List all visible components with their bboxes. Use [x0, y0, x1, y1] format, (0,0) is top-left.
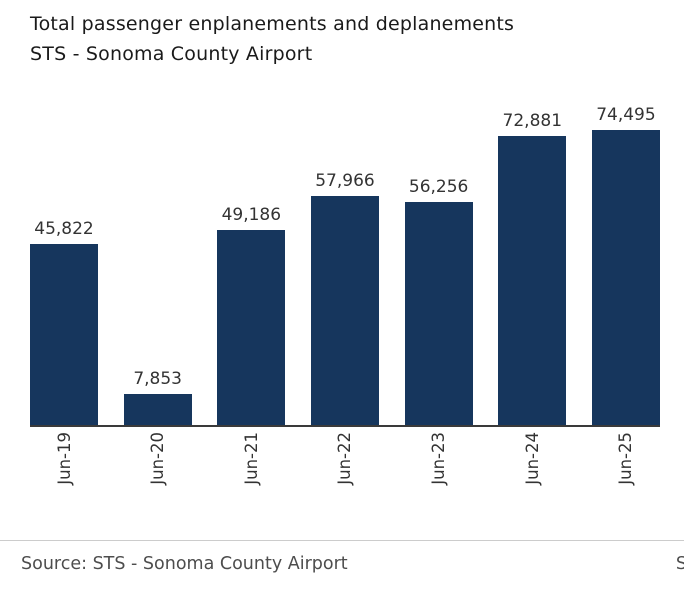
bar-value-label: 45,822: [34, 218, 94, 239]
x-tick: Jun-19: [30, 432, 98, 524]
bar-chart: 45,822 7,853 49,186 57,966 56,256 72,881 74,49…: [30, 97, 660, 524]
bar-value-label: 72,881: [502, 111, 563, 132]
bar-group: 49,186: [217, 205, 286, 425]
bar[interactable]: [217, 230, 286, 425]
x-tick-label: Jun-19: [54, 432, 74, 485]
bar-value-label: 7,853: [133, 368, 182, 389]
bar-group: 56,256: [404, 177, 473, 425]
bar[interactable]: [498, 136, 567, 425]
x-tick: Jun-25: [592, 432, 660, 524]
bar[interactable]: [404, 202, 473, 425]
source-text: Source: STS - Sonoma County Airport: [21, 554, 348, 574]
bar[interactable]: [591, 130, 660, 425]
x-tick: Jun-23: [405, 432, 473, 524]
x-tick-label: Jun-25: [616, 432, 636, 485]
bar-group: 45,822: [30, 218, 98, 425]
x-tick: Jun-22: [311, 432, 379, 524]
bar-value-label: 56,256: [408, 177, 469, 198]
bar-value-label: 49,186: [221, 205, 282, 226]
x-tick: Jun-21: [217, 432, 285, 524]
x-tick: Jun-20: [124, 432, 192, 524]
bar-group: 57,966: [310, 170, 379, 425]
bar-value-label: 57,966: [315, 170, 375, 191]
x-tick: Jun-24: [498, 432, 566, 524]
bars-row: 45,822 7,853 49,186 57,966 56,256 72,881 74,49…: [30, 97, 660, 427]
x-tick-label: Jun-21: [241, 432, 261, 485]
ticks-row: Jun-19 Jun-20 Jun-21 Jun-22 Jun-23 Jun-24 Jun-…: [30, 432, 660, 524]
x-tick-label: Jun-24: [522, 432, 542, 485]
x-tick-label: Jun-23: [429, 432, 449, 485]
footer-divider: [0, 540, 684, 541]
x-tick-label: Jun-22: [335, 432, 355, 485]
bar[interactable]: [123, 393, 192, 425]
bar-value-label: 74,495: [596, 105, 656, 125]
bar-group: 74,495: [591, 105, 660, 425]
chart-title-line2: STS - Sonoma County Airport: [30, 43, 313, 65]
chart-title: Total passenger enplanements and deplane…: [0, 0, 684, 69]
bar[interactable]: [30, 243, 98, 425]
x-tick-label: Jun-20: [148, 432, 168, 485]
chart-title-line1: Total passenger enplanements and deplane…: [30, 13, 515, 35]
bar[interactable]: [310, 195, 379, 425]
bar-group: 7,853: [123, 368, 192, 425]
source-text-truncated: S: [675, 554, 684, 574]
source-row: Source: STS - Sonoma County Airport S: [0, 554, 684, 578]
bar-group: 72,881: [498, 111, 567, 425]
